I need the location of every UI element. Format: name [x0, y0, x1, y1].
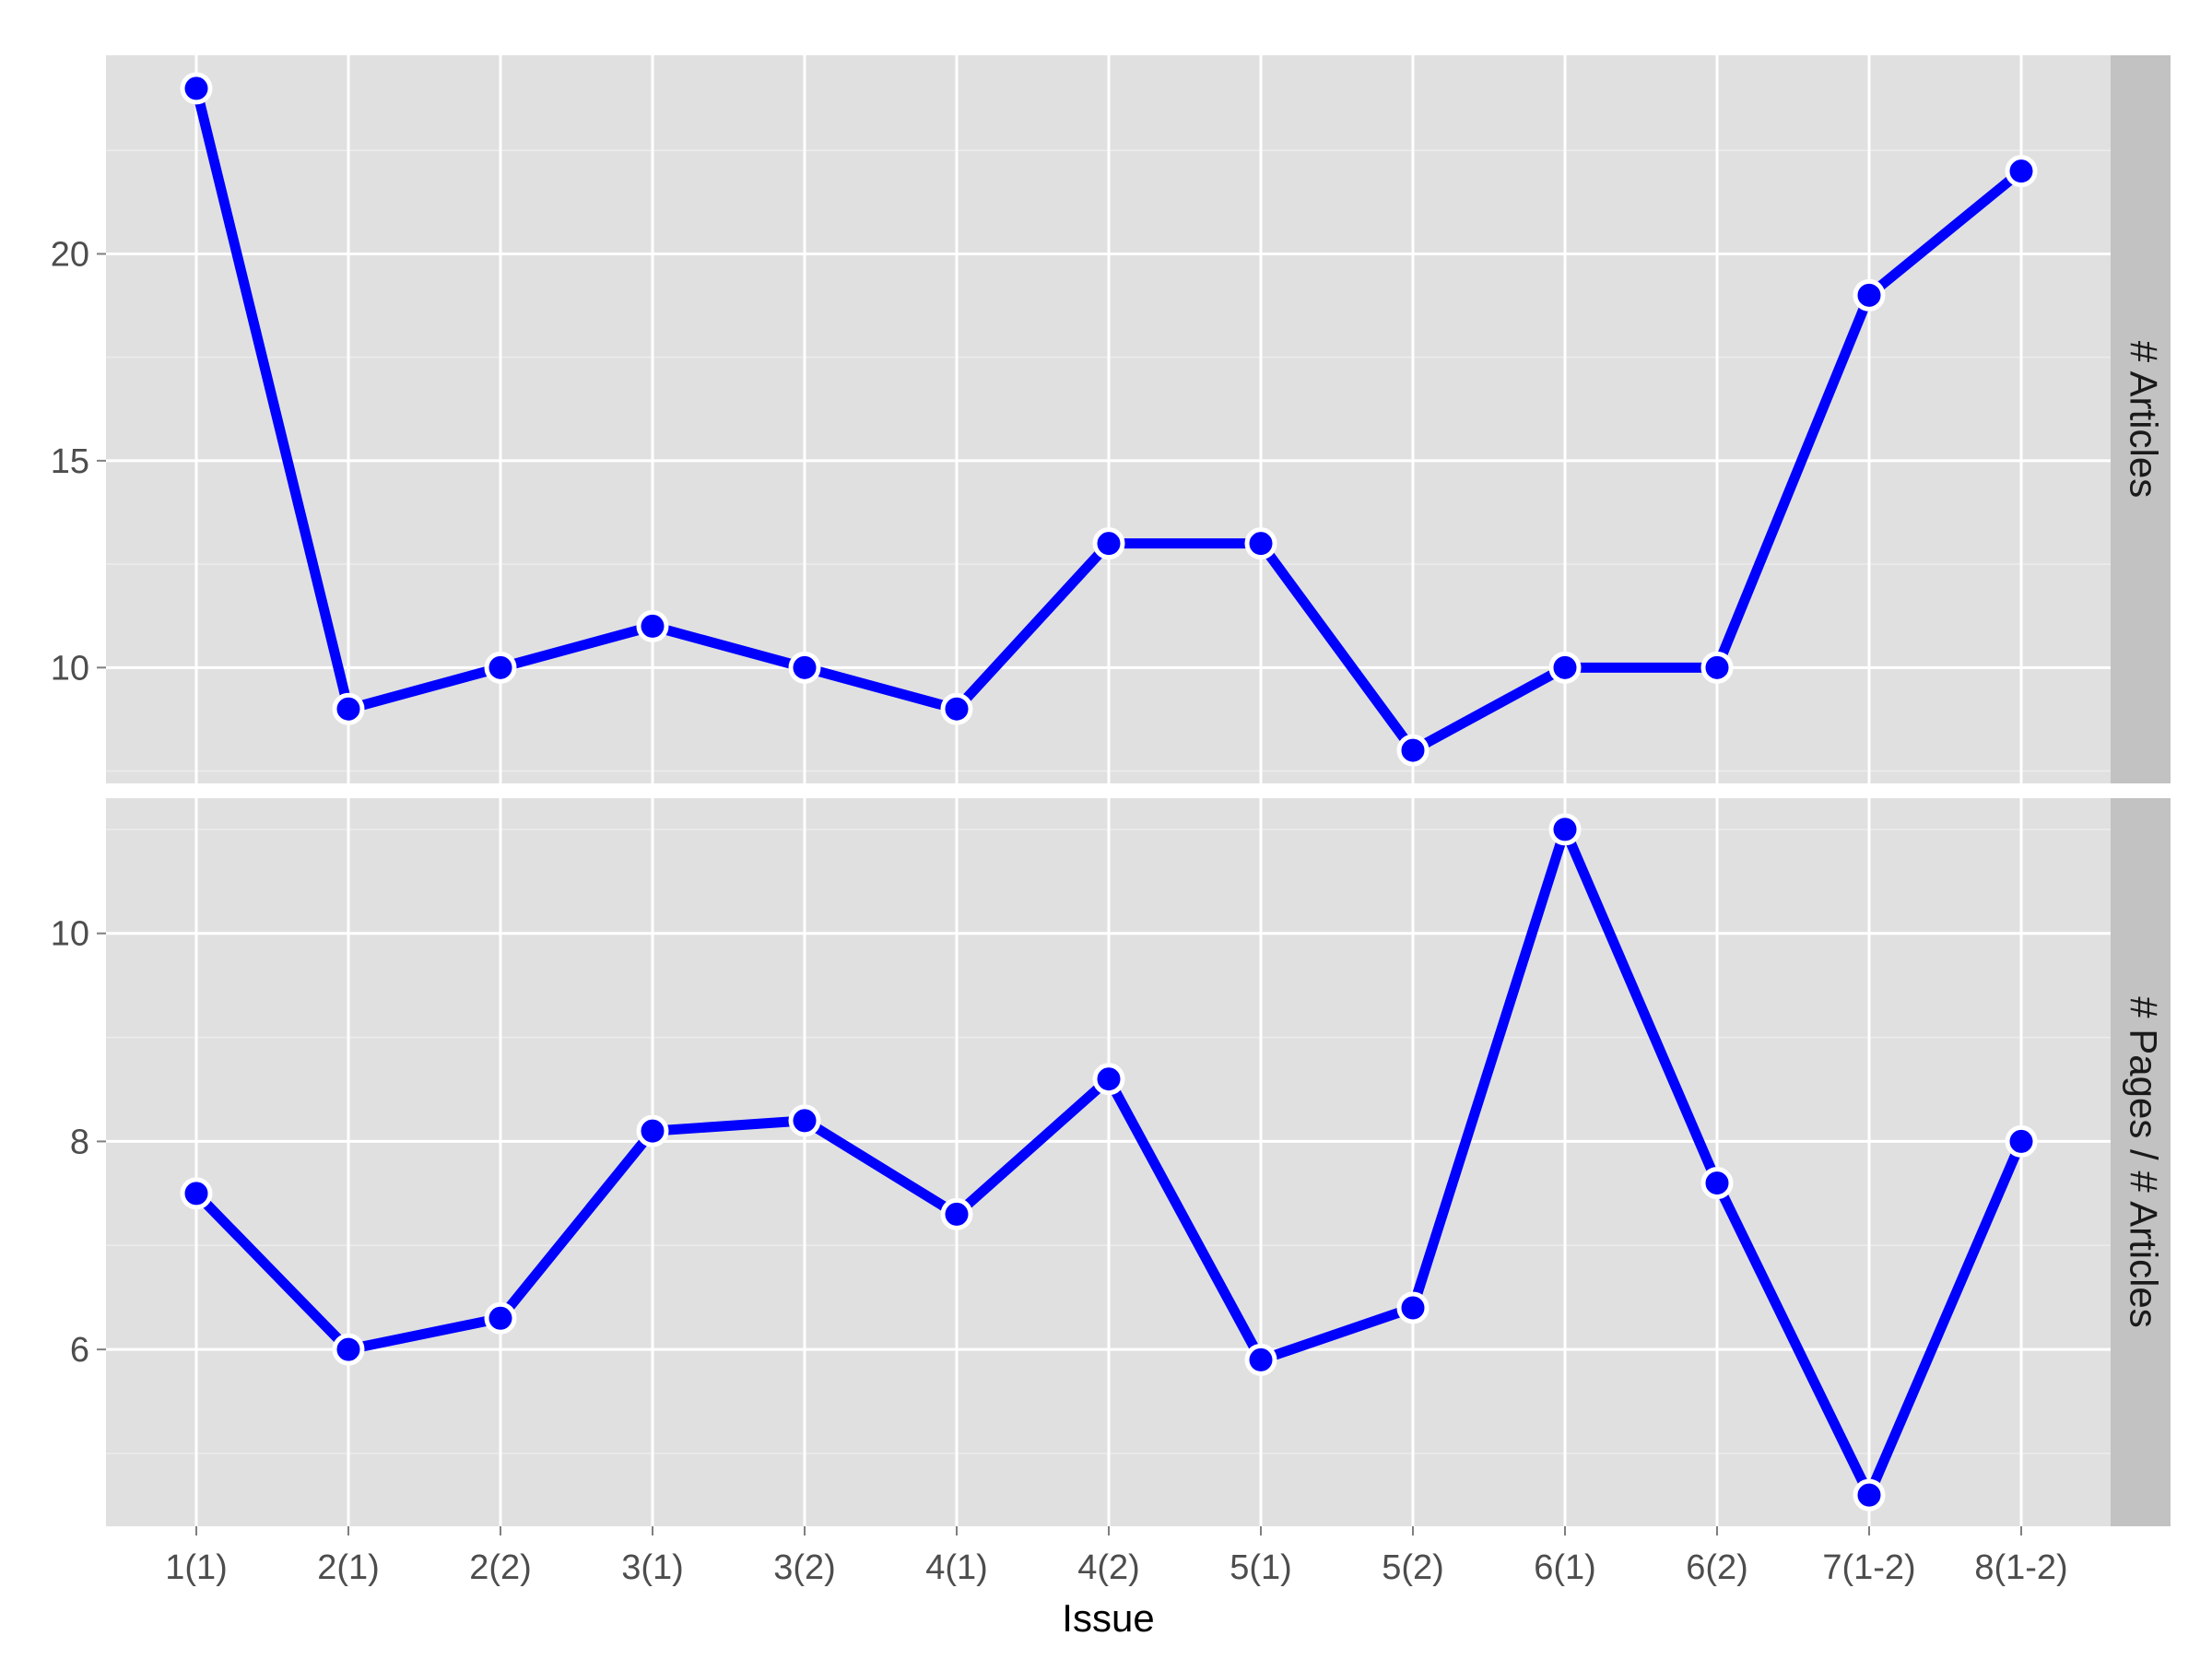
panel-1: 10 15 20 # Articles: [51, 55, 2171, 783]
x-axis: 1(1) 2(1) 2(2) 3(1) 3(2) 4(1) 4(2) 5(1) 5(2) 6(1)…: [165, 1526, 2068, 1587]
data-point: [1396, 734, 1430, 767]
panels-layer: 10 15 20 # Articles 6 8 10 # Pages / # Articles: [51, 55, 2171, 1526]
data-point: [1853, 278, 1886, 312]
data-point: [636, 1114, 669, 1147]
data-point: [788, 1104, 821, 1137]
x-tick-label: 4(2): [1077, 1548, 1140, 1587]
x-tick-label: 5(1): [1230, 1548, 1292, 1587]
data-point: [1548, 651, 1582, 684]
data-point: [332, 1333, 365, 1366]
x-tick-label: 8(1-2): [1974, 1548, 2067, 1587]
data-point: [788, 651, 821, 684]
data-point: [180, 1177, 213, 1210]
facet-strip: [2111, 55, 2171, 783]
data-point: [1244, 1343, 1277, 1376]
data-point: [1092, 527, 1125, 560]
data-point: [332, 692, 365, 725]
x-tick-label: 4(1): [925, 1548, 988, 1587]
x-tick-label: 3(1): [621, 1548, 684, 1587]
data-point: [1244, 527, 1277, 560]
facet-strip: [2111, 798, 2171, 1526]
data-point: [1853, 1478, 1886, 1512]
panel-2: 6 8 10 # Pages / # Articles: [51, 798, 2171, 1526]
data-point: [484, 1301, 517, 1335]
x-tick-label: 7(1-2): [1822, 1548, 1915, 1587]
data-point: [2005, 155, 2038, 188]
data-point: [940, 1197, 973, 1230]
y-tick-label: 20: [51, 235, 89, 274]
data-point: [636, 609, 669, 642]
data-point: [1396, 1291, 1430, 1324]
y-tick-label: 8: [70, 1123, 89, 1161]
x-tick-label: 2(2): [469, 1548, 532, 1587]
data-point: [1092, 1063, 1125, 1096]
facet-strip-label: # Pages / # Articles: [2122, 996, 2165, 1328]
data-point: [2005, 1124, 2038, 1158]
data-point: [180, 72, 213, 105]
y-tick-label: 10: [51, 649, 89, 688]
y-tick-label: 10: [51, 915, 89, 954]
data-point: [1700, 651, 1734, 684]
y-tick-label: 15: [51, 442, 89, 481]
x-tick-label: 2(1): [317, 1548, 380, 1587]
data-point: [1700, 1167, 1734, 1200]
data-point: [1548, 813, 1582, 846]
data-point: [940, 692, 973, 725]
y-tick-label: 6: [70, 1331, 89, 1370]
x-tick-label: 6(2): [1686, 1548, 1748, 1587]
data-point: [484, 651, 517, 684]
x-tick-label: 3(2): [773, 1548, 836, 1587]
x-tick-label: 5(2): [1382, 1548, 1444, 1587]
x-tick-label: 1(1): [165, 1548, 228, 1587]
facet-strip-label: # Articles: [2122, 341, 2165, 498]
x-axis-title: Issue: [1062, 1596, 1154, 1640]
x-tick-label: 6(1): [1534, 1548, 1596, 1587]
